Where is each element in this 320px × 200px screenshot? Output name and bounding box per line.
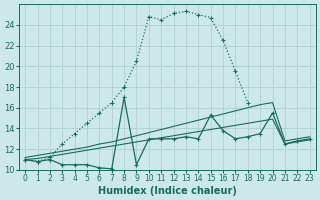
X-axis label: Humidex (Indice chaleur): Humidex (Indice chaleur) xyxy=(98,186,237,196)
